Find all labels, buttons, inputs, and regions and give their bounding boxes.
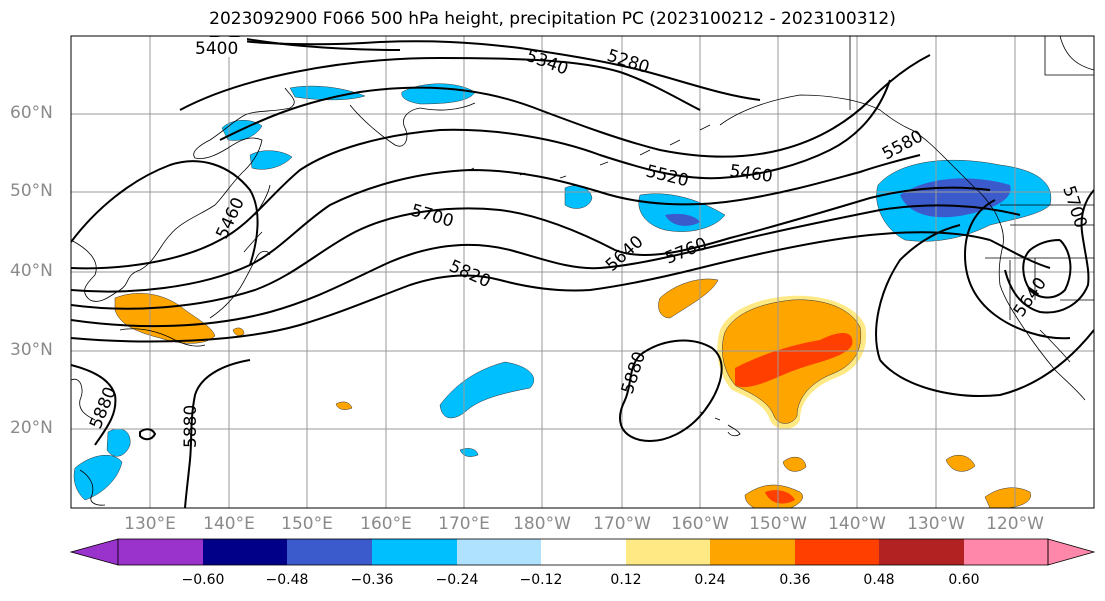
lat-label: 50°N <box>10 181 53 201</box>
contour-label: 5880 <box>181 405 201 448</box>
map-frame <box>70 35 1095 509</box>
lon-label: 180°W <box>513 514 571 534</box>
colorbar-tick-label: 0.48 <box>863 572 895 588</box>
colorbar-bin <box>710 539 795 565</box>
precip-positive-areas <box>114 278 1031 508</box>
lat-label: 20°N <box>10 418 53 438</box>
coastlines <box>71 36 1094 506</box>
precip-negative-areas <box>73 83 1052 501</box>
lon-label: 140°W <box>828 514 886 534</box>
colorbar-tick-label: −0.24 <box>435 572 479 588</box>
lon-label: 140°E <box>203 514 255 534</box>
colorbar-tick-label: 0.24 <box>694 572 726 588</box>
lon-label: 150°W <box>749 514 807 534</box>
colorbar-tick-label: 0.12 <box>610 572 642 588</box>
lon-label: 120°W <box>986 514 1044 534</box>
lat-label: 40°N <box>10 261 53 281</box>
colorbar-bin <box>541 539 626 565</box>
colorbar-tick-label: −0.36 <box>350 572 394 588</box>
colorbar-bin <box>118 539 203 565</box>
lon-label: 160°W <box>671 514 729 534</box>
colorbar-tick-label: −0.60 <box>181 572 225 588</box>
contour-label: 5400 <box>195 39 238 59</box>
lon-label: 160°E <box>360 514 412 534</box>
colorbar-tick-label: 0.36 <box>779 572 811 588</box>
lon-label: 170°W <box>593 514 651 534</box>
colorbar-tick-label: −0.48 <box>265 572 309 588</box>
colorbar-extend-low <box>69 538 119 566</box>
colorbar-bin <box>287 539 372 565</box>
colorbar-bin <box>372 539 457 565</box>
colorbar-bin <box>626 539 710 565</box>
colorbar-extend-high <box>1047 538 1096 566</box>
lon-label: 130°W <box>907 514 965 534</box>
lat-label: 30°N <box>10 340 53 360</box>
colorbar-bin <box>457 539 541 565</box>
colorbar-bin <box>964 539 1048 565</box>
colorbar <box>69 538 1096 566</box>
colorbar-bin <box>879 539 964 565</box>
colorbar-bin <box>203 539 287 565</box>
height-contours <box>71 36 1094 508</box>
lat-label: 60°N <box>10 103 53 123</box>
colorbar-bin <box>795 539 879 565</box>
map-gridlines <box>71 36 1094 508</box>
map-title: 2023092900 F066 500 hPa height, precipit… <box>209 9 896 29</box>
lon-label: 130°E <box>124 514 176 534</box>
lon-label: 150°E <box>281 514 333 534</box>
colorbar-tick-label: −0.12 <box>519 572 563 588</box>
colorbar-tick-label: 0.60 <box>948 572 980 588</box>
lon-label: 170°E <box>438 514 490 534</box>
